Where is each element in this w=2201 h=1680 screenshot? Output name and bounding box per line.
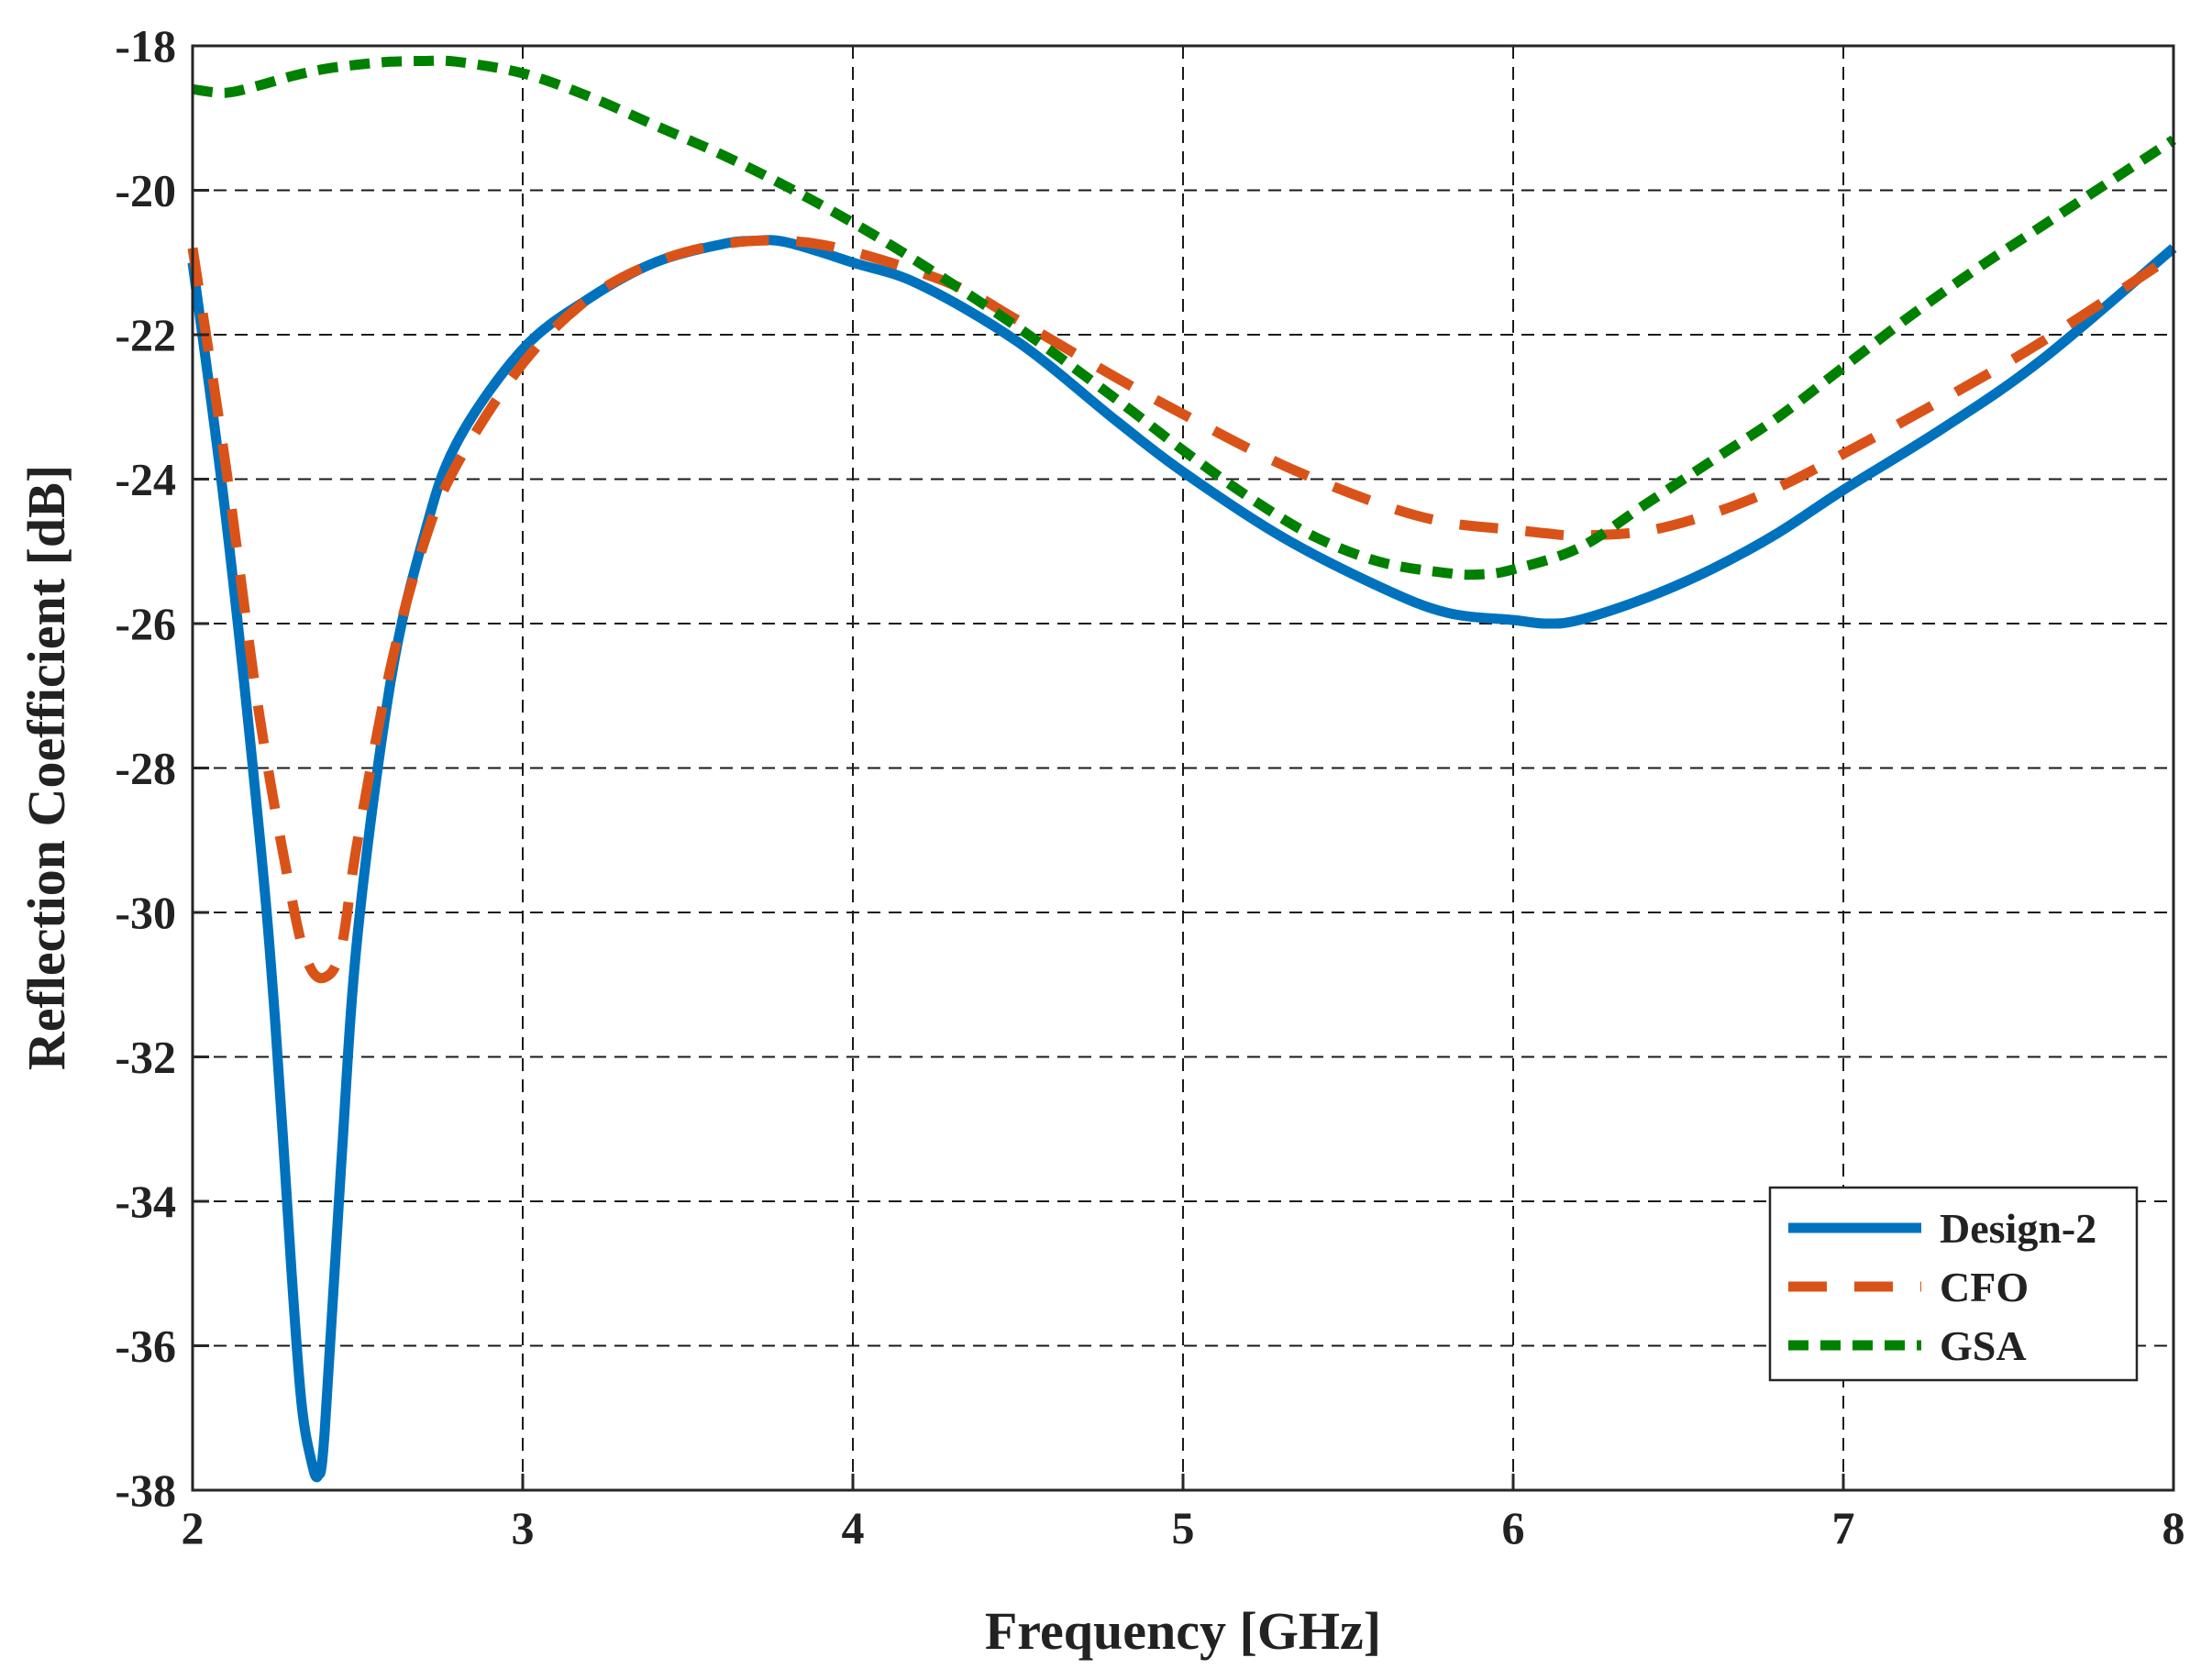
x-tick-label: 3 (512, 1502, 535, 1553)
y-axis-label: Reflection Coefficient [dB] (17, 465, 76, 1070)
y-tick-label: -22 (115, 309, 176, 360)
series-lines (187, 55, 2177, 1483)
y-tick-label: -28 (115, 743, 176, 794)
legend: Design-2 CFO GSA (1768, 1186, 2139, 1382)
y-tick-label: -30 (115, 887, 176, 938)
y-tick-label: -20 (115, 165, 176, 216)
y-axis-ticks: -38 -36 -34 -32 -30 -28 -26 -24 -22 -20 -18 (115, 20, 209, 1516)
y-tick-label: -26 (115, 598, 176, 649)
y-tick-label: -24 (115, 454, 176, 505)
y-tick-label: -38 (115, 1464, 176, 1516)
legend-label-design-2: Design-2 (1940, 1205, 2096, 1252)
x-tick-label: 4 (842, 1502, 865, 1553)
y-tick-label: -34 (115, 1176, 176, 1227)
x-tick-label: 8 (2162, 1502, 2185, 1553)
y-tick-label: -32 (115, 1032, 176, 1083)
y-tick-label: -18 (115, 20, 176, 72)
x-axis-ticks: 2 3 4 5 6 7 8 (182, 1474, 2185, 1553)
x-tick-label: 6 (1502, 1502, 1525, 1553)
x-axis-label: Frequency [GHz] (985, 1601, 1381, 1661)
legend-label-gsa: GSA (1940, 1322, 2027, 1369)
x-tick-label: 2 (182, 1502, 205, 1553)
legend-label-cfo: CFO (1940, 1264, 2029, 1310)
x-tick-label: 5 (1172, 1502, 1195, 1553)
series-line-cfo (187, 235, 2177, 984)
x-tick-label: 7 (1832, 1502, 1855, 1553)
y-tick-label: -36 (115, 1321, 176, 1372)
